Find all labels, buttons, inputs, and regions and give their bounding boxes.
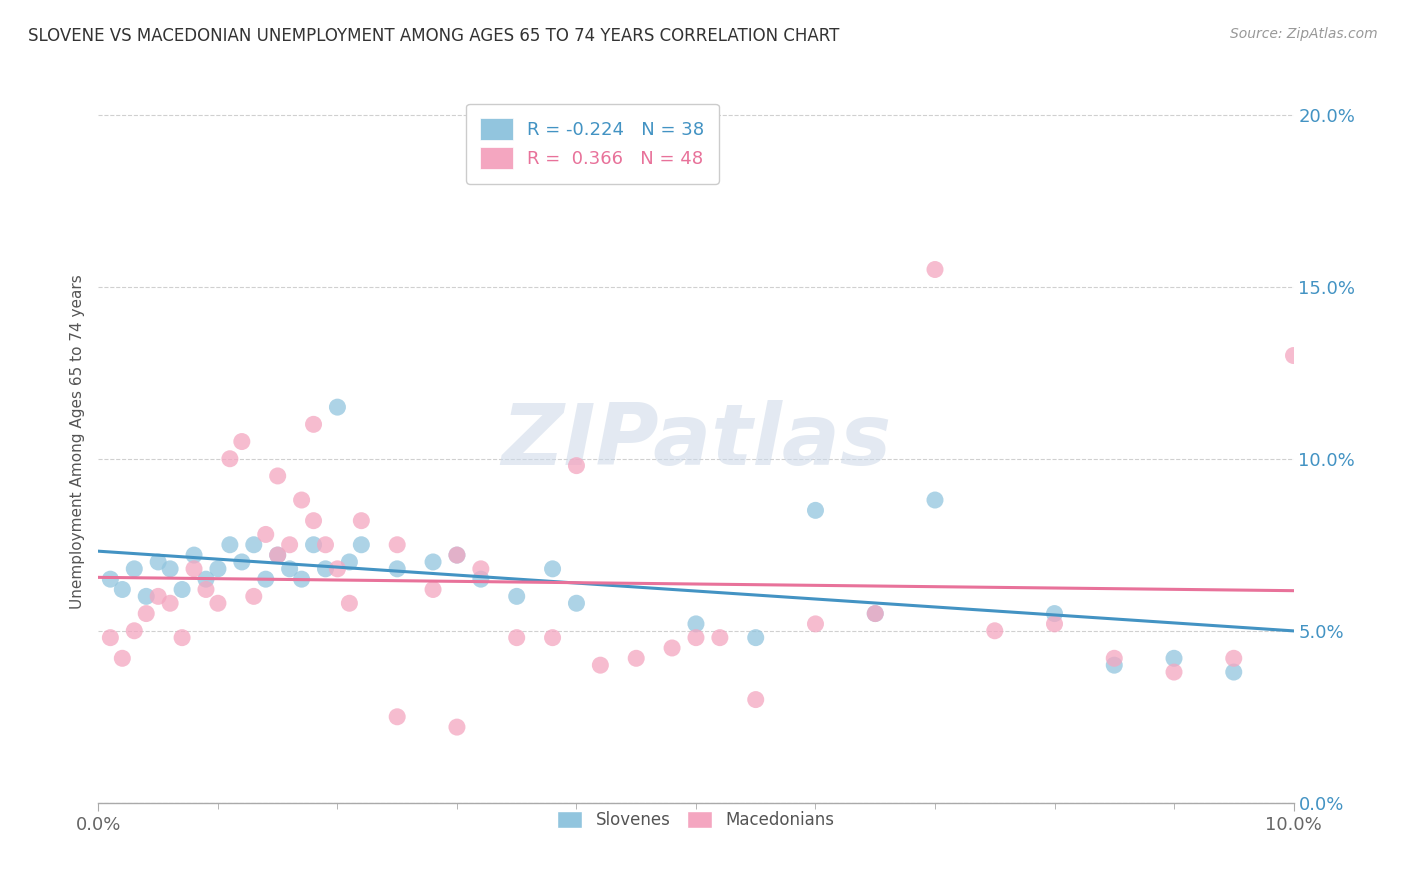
Point <box>124 562 146 576</box>
Point <box>1163 665 1185 679</box>
Point <box>865 607 887 621</box>
Point <box>385 710 409 724</box>
Point <box>1223 651 1246 665</box>
Point <box>183 548 205 562</box>
Point <box>267 548 290 562</box>
Point <box>207 596 229 610</box>
Point <box>565 458 588 473</box>
Point <box>709 631 731 645</box>
Point <box>302 538 325 552</box>
Point <box>195 582 218 597</box>
Point <box>98 631 122 645</box>
Point <box>506 631 529 645</box>
Y-axis label: Unemployment Among Ages 65 to 74 years: Unemployment Among Ages 65 to 74 years <box>69 274 84 609</box>
Point <box>745 631 768 645</box>
Point <box>446 548 468 562</box>
Point <box>243 590 266 604</box>
Point <box>148 590 170 604</box>
Point <box>231 434 253 449</box>
Point <box>685 631 707 645</box>
Point <box>1163 651 1185 665</box>
Point <box>1282 349 1305 363</box>
Point <box>1223 665 1246 679</box>
Point <box>1104 658 1126 673</box>
Point <box>219 538 242 552</box>
Point <box>339 555 361 569</box>
Point <box>172 631 194 645</box>
Point <box>315 538 337 552</box>
Point <box>1104 651 1126 665</box>
Point <box>111 582 134 597</box>
Point <box>183 562 205 576</box>
Point <box>626 651 648 665</box>
Point <box>207 562 229 576</box>
Point <box>470 572 492 586</box>
Point <box>924 262 946 277</box>
Text: SLOVENE VS MACEDONIAN UNEMPLOYMENT AMONG AGES 65 TO 74 YEARS CORRELATION CHART: SLOVENE VS MACEDONIAN UNEMPLOYMENT AMONG… <box>28 27 839 45</box>
Point <box>385 562 409 576</box>
Point <box>350 538 373 552</box>
Point <box>278 538 301 552</box>
Point <box>804 616 827 631</box>
Point <box>98 572 122 586</box>
Point <box>685 616 707 631</box>
Point <box>1043 616 1066 631</box>
Point <box>661 640 683 655</box>
Point <box>385 538 409 552</box>
Point <box>865 607 887 621</box>
Point <box>254 527 277 541</box>
Point <box>302 514 325 528</box>
Point <box>111 651 134 665</box>
Legend: Slovenes, Macedonians: Slovenes, Macedonians <box>548 803 844 838</box>
Point <box>1043 607 1066 621</box>
Point <box>541 562 564 576</box>
Point <box>135 607 157 621</box>
Point <box>745 692 768 706</box>
Point <box>195 572 218 586</box>
Point <box>124 624 146 638</box>
Point <box>135 590 157 604</box>
Point <box>422 582 444 597</box>
Point <box>565 596 588 610</box>
Point <box>159 596 181 610</box>
Text: ZIPatlas: ZIPatlas <box>501 400 891 483</box>
Point <box>470 562 492 576</box>
Point <box>589 658 612 673</box>
Point <box>159 562 181 576</box>
Point <box>541 631 564 645</box>
Point <box>326 400 349 414</box>
Point <box>148 555 170 569</box>
Point <box>267 548 290 562</box>
Text: Source: ZipAtlas.com: Source: ZipAtlas.com <box>1230 27 1378 41</box>
Point <box>172 582 194 597</box>
Point <box>243 538 266 552</box>
Point <box>278 562 301 576</box>
Point <box>291 493 314 508</box>
Point <box>804 503 827 517</box>
Point <box>315 562 337 576</box>
Point <box>219 451 242 466</box>
Point <box>350 514 373 528</box>
Point <box>267 469 290 483</box>
Point <box>326 562 349 576</box>
Point <box>302 417 325 432</box>
Point <box>291 572 314 586</box>
Point <box>446 720 468 734</box>
Point <box>446 548 468 562</box>
Point <box>422 555 444 569</box>
Point <box>506 590 529 604</box>
Point <box>231 555 253 569</box>
Point <box>339 596 361 610</box>
Point <box>254 572 277 586</box>
Point <box>984 624 1007 638</box>
Point <box>924 493 946 508</box>
